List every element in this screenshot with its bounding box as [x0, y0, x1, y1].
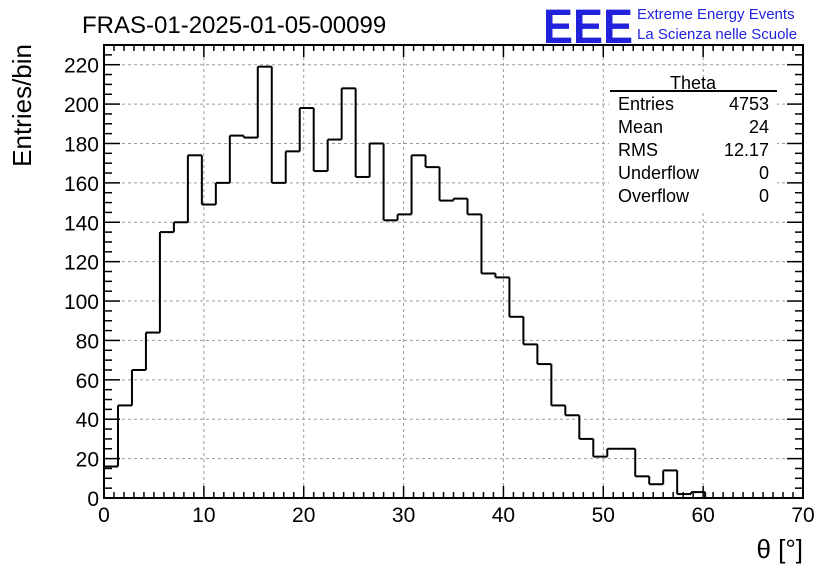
stats-row-value: 24 [749, 117, 769, 137]
x-tick-label: 70 [791, 504, 814, 527]
x-tick-labels: 0 10 20 30 40 50 60 70 [98, 504, 815, 527]
stats-row-label: Entries [618, 94, 674, 114]
x-tick-label: 60 [691, 504, 714, 527]
x-tick-label: 40 [492, 504, 515, 527]
y-tick-label: 0 [87, 488, 99, 511]
stats-rows: Entries 4753 Mean 24 RMS 12.17 Underflow 0 Overf… [618, 94, 769, 206]
stats-title: Theta [670, 73, 717, 93]
stats-row-label: Underflow [618, 163, 700, 183]
stats-row-label: Overflow [618, 186, 690, 206]
stats-row-label: RMS [618, 140, 658, 160]
stats-row-value: 0 [759, 186, 769, 206]
axis-ticks [103, 44, 804, 499]
y-tick-label: 100 [64, 291, 99, 314]
y-tick-label: 80 [76, 330, 99, 353]
x-tick-label: 20 [292, 504, 315, 527]
stats-row-value: 12.17 [724, 140, 769, 160]
eee-logo: EEE Extreme Energy Events La Scienza nel… [543, 1, 797, 54]
y-axis-label: Entries/bin [7, 44, 37, 167]
y-tick-label: 60 [76, 370, 99, 393]
x-tick-label: 0 [98, 504, 110, 527]
y-tick-label: 40 [76, 409, 99, 432]
y-tick-label: 160 [64, 173, 99, 196]
stats-row-label: Mean [618, 117, 663, 137]
x-axis-label: θ [°] [756, 534, 803, 564]
y-tick-labels: 0 20 40 60 80 100 120 140 160 180 200 220 [64, 55, 99, 511]
stats-box: Theta Entries 4753 Mean 24 RMS 12.17 Underflow… [609, 73, 777, 211]
chart-title: FRAS-01-2025-01-05-00099 [82, 12, 386, 39]
x-tick-label: 50 [592, 504, 615, 527]
logo-line-2: La Scienza nelle Scuole [637, 26, 797, 43]
stats-box-background [609, 76, 777, 211]
logo-line-1: Extreme Energy Events [637, 6, 795, 23]
y-tick-label: 220 [64, 55, 99, 78]
stats-row-value: 4753 [729, 94, 769, 114]
y-tick-label: 20 [76, 449, 99, 472]
y-tick-label: 180 [64, 133, 99, 156]
x-tick-label: 10 [192, 504, 215, 527]
x-tick-label: 30 [392, 504, 415, 527]
y-tick-label: 140 [64, 212, 99, 235]
stats-row-value: 0 [759, 163, 769, 183]
logo-mark: EEE [543, 1, 633, 54]
y-tick-label: 120 [64, 252, 99, 275]
y-tick-label: 200 [64, 94, 99, 117]
